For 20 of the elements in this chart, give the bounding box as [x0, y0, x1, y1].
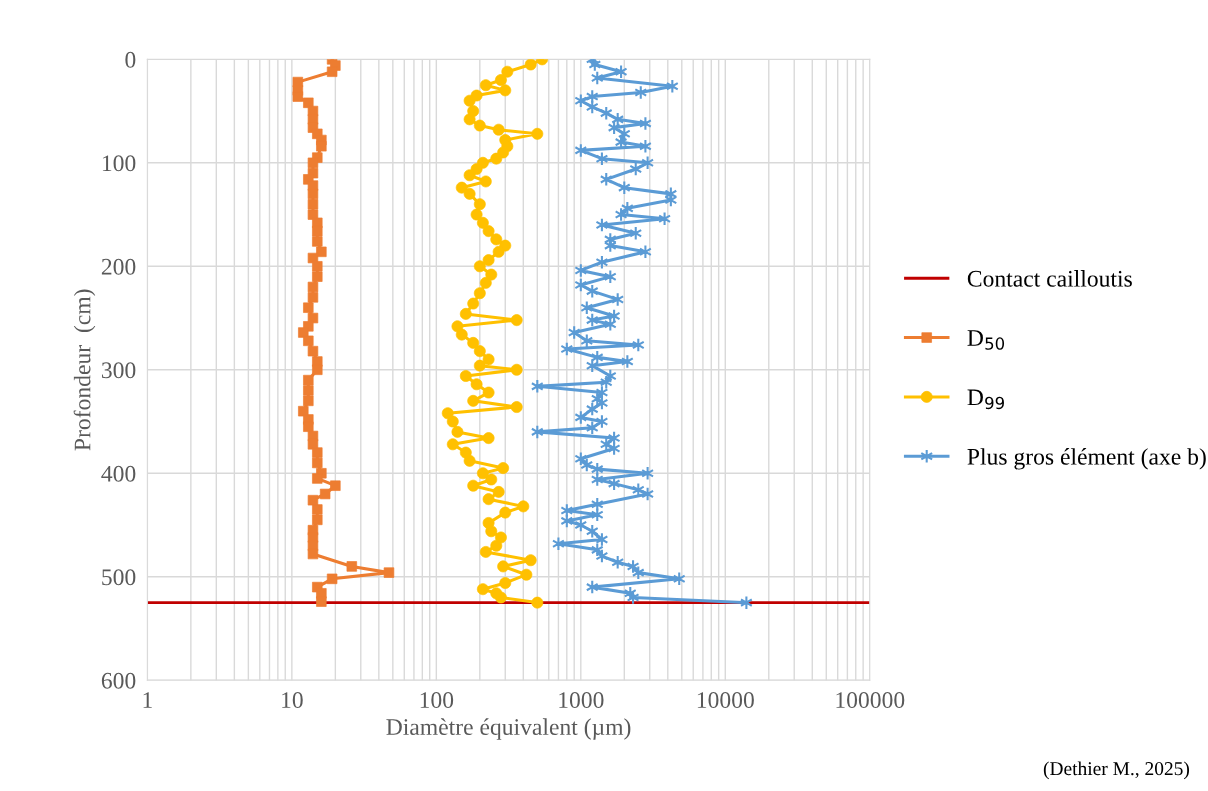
x-tick-label: 10000	[697, 692, 754, 708]
x-tick-label: 100000	[836, 692, 905, 708]
legend-label: D$_{99}$	[967, 389, 1004, 410]
legend-label: Plus gros élément (axe b)	[967, 448, 1206, 470]
x-axis-title: Diamètre équivalent (µm)	[386, 718, 631, 740]
y-axis-title: Profondeur (cm)	[73, 289, 96, 451]
x-tick-label: 10	[282, 692, 303, 708]
y-tick-label: 100	[102, 155, 136, 172]
y-tick-label: 200	[101, 258, 136, 275]
legend-label: D$_{50}$	[967, 330, 1005, 350]
x-tick-label: 1	[143, 692, 152, 708]
y-tick-label: 300	[101, 362, 136, 379]
y-tick-label: 0	[125, 51, 136, 68]
text: (Dethier M., 2025)	[1043, 761, 1190, 780]
x-tick-label: 1000	[559, 692, 604, 708]
y-tick-label: 500	[102, 569, 136, 586]
x-tick-label: 100	[420, 692, 454, 708]
legend-label: Contact cailloutis	[967, 270, 1132, 287]
y-tick-label: 600	[101, 672, 136, 689]
y-tick-label: 400	[101, 465, 136, 482]
